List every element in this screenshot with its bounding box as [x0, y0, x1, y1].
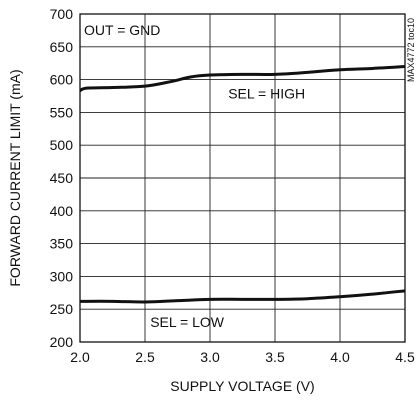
y-tick-label: 200: [50, 334, 74, 350]
y-tick-label: 650: [50, 39, 74, 55]
figure-id-label: MAX4772 toc10: [406, 18, 416, 82]
y-tick-label: 350: [50, 236, 74, 252]
x-tick-label: 4.0: [330, 349, 350, 365]
x-tick-label: 4.5: [395, 349, 415, 365]
annotation-sel-low: SEL = LOW: [150, 314, 225, 330]
y-tick-label: 700: [50, 6, 74, 22]
plot-frame: [79, 13, 406, 343]
y-axis-label: FORWARD CURRENT LIMIT (mA): [7, 69, 23, 286]
grid: [80, 14, 405, 342]
series-line-sel-low: [79, 289, 406, 304]
y-tick-label: 600: [50, 72, 74, 88]
annotation-out-gnd: OUT = GND: [84, 22, 160, 38]
annotation-sel-high: SEL = HIGH: [228, 86, 305, 102]
x-axis-label: SUPPLY VOLTAGE (V): [170, 378, 314, 394]
y-tick-label: 300: [50, 268, 74, 284]
series-lines: [79, 64, 406, 304]
x-tick-label: 2.0: [70, 349, 90, 365]
y-tick-labels: 200 250 300 350 400 450 500 550 600 650 700: [50, 6, 74, 350]
y-tick-label: 400: [50, 203, 74, 219]
y-tick-label: 500: [50, 137, 74, 153]
x-tick-label: 2.5: [135, 349, 155, 365]
y-tick-label: 550: [50, 104, 74, 120]
y-tick-label: 250: [50, 301, 74, 317]
series-line-sel-high: [79, 64, 406, 93]
x-tick-labels: 2.0 2.5 3.0 3.5 4.0 4.5: [70, 349, 415, 365]
x-tick-label: 3.0: [200, 349, 220, 365]
x-tick-label: 3.5: [265, 349, 285, 365]
y-tick-label: 450: [50, 170, 74, 186]
